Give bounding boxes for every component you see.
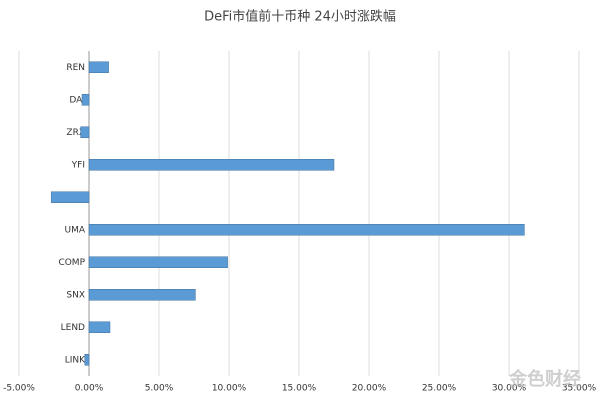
bar (88, 256, 228, 268)
x-tick-label: -5.00% (3, 384, 35, 394)
y-tick-label: DAI (69, 95, 85, 105)
bar (84, 354, 90, 366)
x-tick-label: 5.00% (145, 384, 174, 394)
y-tick-label: ZRX (66, 128, 85, 138)
chart-title: DeFi市值前十币种 24小时涨跌幅 (204, 9, 396, 25)
bar (88, 289, 196, 301)
x-tick-label: 25.00% (422, 384, 457, 394)
y-tick-label: YFI (71, 160, 85, 170)
bar (88, 321, 111, 333)
y-tick-label: UMA (64, 225, 85, 235)
x-tick-label: 10.00% (212, 384, 247, 394)
x-tick-label: 15.00% (282, 384, 317, 394)
y-tick-label: LINK (65, 355, 86, 365)
bar (50, 191, 90, 203)
x-tick-label: 30.00% (492, 384, 527, 394)
bar (81, 94, 90, 106)
y-tick-label: SNX (66, 290, 85, 300)
x-tick-label: 0.00% (75, 384, 104, 394)
y-tick-label: REN (66, 63, 85, 73)
x-tick-label: 35.00% (562, 384, 597, 394)
bar (88, 61, 109, 73)
y-tick-label: COMP (58, 258, 85, 268)
x-tick-label: 20.00% (352, 384, 387, 394)
bar (88, 224, 525, 236)
bar (88, 159, 335, 171)
bar (80, 126, 90, 138)
y-tick-label: LEND (61, 323, 85, 333)
watermark: 金色财经 (508, 368, 581, 390)
